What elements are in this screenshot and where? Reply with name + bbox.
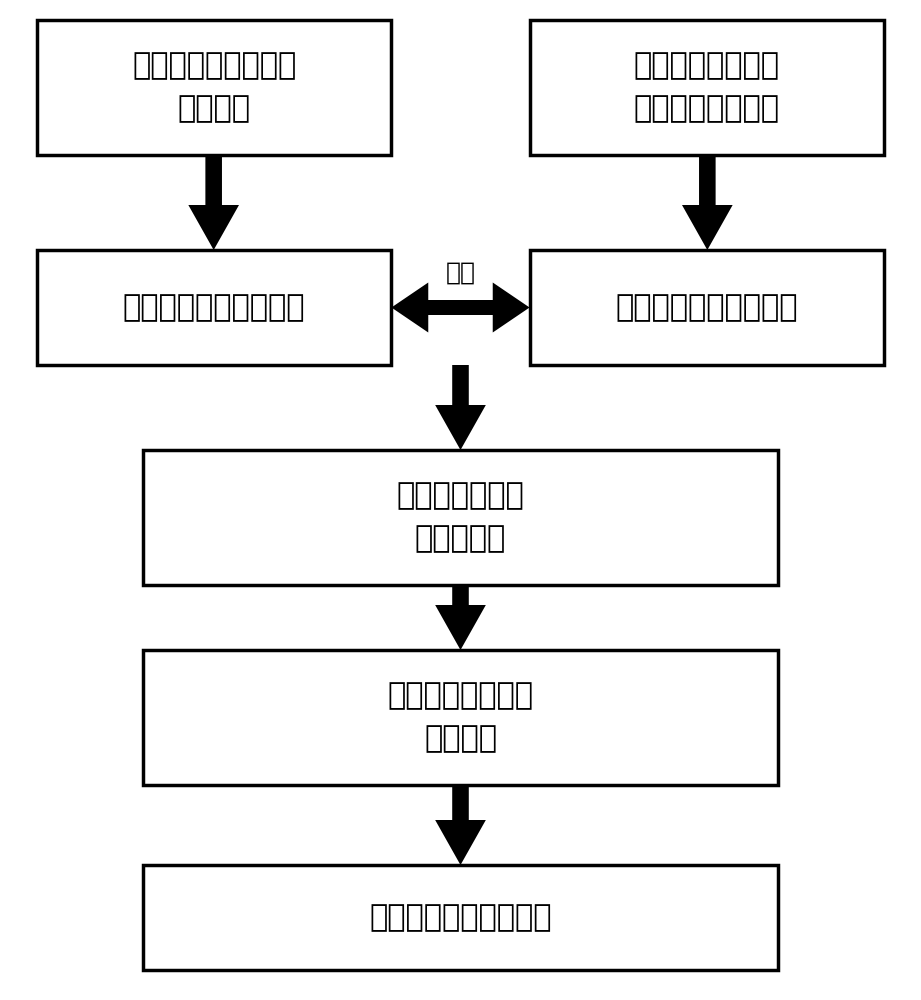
FancyBboxPatch shape: [37, 20, 391, 155]
FancyBboxPatch shape: [37, 250, 391, 365]
Text: 谱基频、峰值谱间距等: 谱基频、峰值谱间距等: [122, 293, 306, 322]
FancyBboxPatch shape: [143, 450, 778, 585]
FancyBboxPatch shape: [143, 865, 778, 970]
Polygon shape: [435, 785, 486, 865]
Text: 确定晶振干扰信号
耦合路径: 确定晶振干扰信号 耦合路径: [388, 682, 533, 753]
Polygon shape: [435, 585, 486, 650]
Text: 对比: 对比: [446, 261, 475, 285]
Text: 电路模块电源平面
输出干扰信号频谱: 电路模块电源平面 输出干扰信号频谱: [634, 52, 780, 123]
Text: 进行电磁兼容改进设计: 进行电磁兼容改进设计: [369, 903, 552, 932]
FancyBboxPatch shape: [143, 650, 778, 785]
Text: 电路模块干扰源
是否为晶振: 电路模块干扰源 是否为晶振: [397, 482, 524, 553]
Polygon shape: [189, 155, 239, 250]
FancyBboxPatch shape: [530, 250, 884, 365]
FancyBboxPatch shape: [530, 20, 884, 155]
Polygon shape: [435, 365, 486, 450]
Polygon shape: [391, 282, 530, 332]
Polygon shape: [682, 155, 733, 250]
Text: 谱基频、峰值谱间距等: 谱基频、峰值谱间距等: [615, 293, 799, 322]
Text: 确定电路所选用晶振
输出频谱: 确定电路所选用晶振 输出频谱: [132, 52, 297, 123]
